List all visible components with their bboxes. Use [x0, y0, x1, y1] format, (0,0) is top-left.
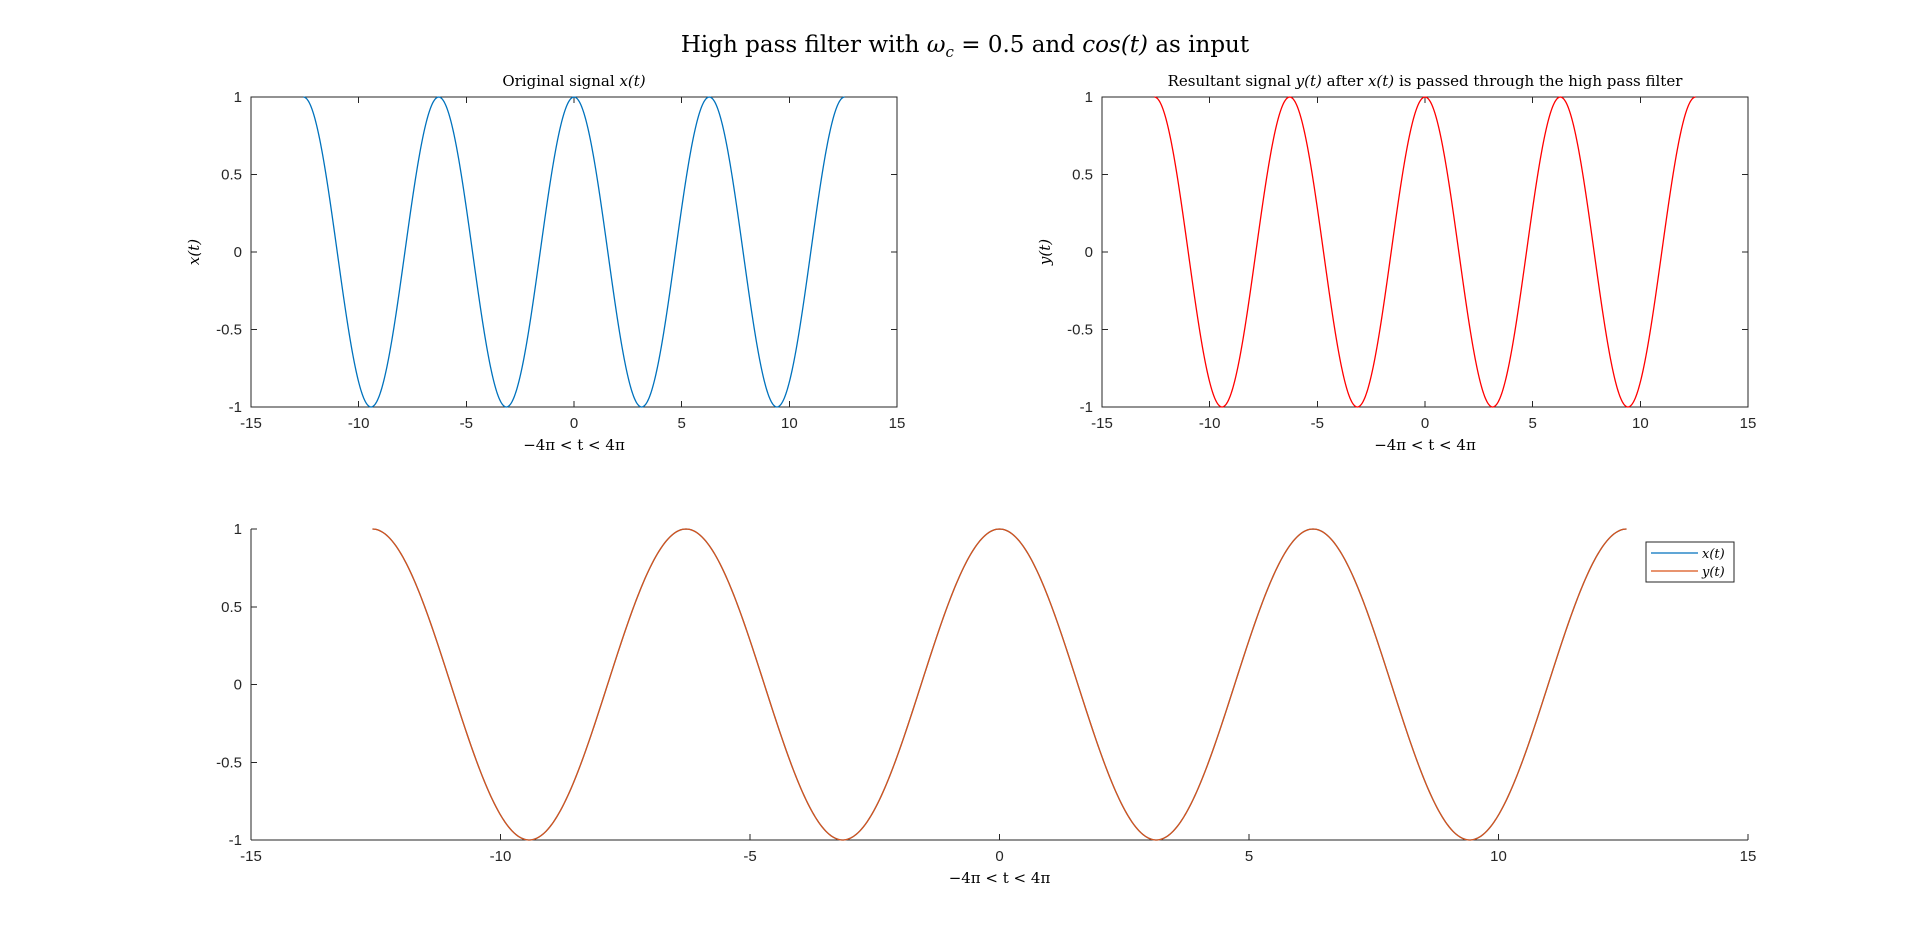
y-axis-label: x(t) — [185, 239, 203, 265]
legend-entry: y(t) — [1701, 565, 1725, 580]
y-tick-label: 1 — [234, 89, 242, 106]
y-tick-label: -0.5 — [216, 322, 242, 339]
plot-comparison: -15 -10 -5 0 5 10 15 -1 -0.5 0 0.5 1 −4π < t < 4π x(t… — [216, 521, 1756, 887]
x-tick-label: 15 — [1740, 848, 1757, 865]
x-axis-label: −4π < t < 4π — [949, 869, 1051, 887]
x-tick-label: -10 — [348, 415, 370, 432]
y-axis-label: y(t) — [1036, 239, 1054, 266]
legend: x(t) y(t) — [1645, 541, 1735, 583]
axes-title: Resultant signal y(t) after x(t) is pass… — [1168, 72, 1684, 90]
x-tick-label: 5 — [1245, 848, 1253, 865]
x-tick-label: 0 — [1421, 415, 1429, 432]
y-tick-label: 0.5 — [1072, 167, 1093, 184]
series-line-s0 — [1154, 96, 1696, 408]
series-line-xt — [372, 528, 1627, 841]
x-tick-label: 5 — [1528, 415, 1536, 432]
y-tick-label: 0 — [1085, 244, 1093, 261]
legend-box — [1645, 541, 1735, 583]
plot-original-signal: -15 -10 -5 0 5 10 15 -1 -0.5 0 0.5 1 Original signal… — [185, 72, 905, 454]
y-tick-label: 0 — [234, 244, 242, 261]
y-tick-label: -0.5 — [216, 754, 242, 771]
x-tick-label: 10 — [1632, 415, 1649, 432]
x-tick-label: -10 — [490, 848, 512, 865]
x-tick-label: -5 — [743, 848, 756, 865]
y-tick-label: 0 — [234, 677, 242, 694]
x-tick-label: -10 — [1199, 415, 1221, 432]
y-tick-label: -0.5 — [1067, 322, 1093, 339]
x-tick-label: 5 — [677, 415, 685, 432]
y-tick-label: -1 — [229, 399, 242, 416]
series-line-yt — [372, 528, 1627, 841]
x-tick-label: -15 — [240, 848, 262, 865]
x-tick-label: 15 — [1740, 415, 1757, 432]
legend-entry: x(t) — [1702, 547, 1725, 562]
x-tick-label: 10 — [781, 415, 798, 432]
y-tick-label: 0.5 — [221, 167, 242, 184]
axes-box — [1101, 96, 1749, 408]
axes-box — [250, 96, 898, 408]
x-tick-label: -15 — [1091, 415, 1113, 432]
plot-resultant-signal: -15 -10 -5 0 5 10 15 -1 -0.5 0 0.5 1 Resultant signa… — [1036, 72, 1756, 454]
x-tick-label: -5 — [460, 415, 473, 432]
series-line-s0 — [303, 96, 845, 408]
axes-title: Original signal x(t) — [502, 72, 645, 90]
y-tick-label: 0.5 — [221, 599, 242, 616]
x-axis-label: −4π < t < 4π — [523, 436, 625, 454]
figure-title: High pass filter with ωc = 0.5 and cos(t… — [681, 32, 1250, 61]
x-tick-label: 15 — [889, 415, 906, 432]
y-tick-label: -1 — [229, 832, 242, 849]
y-tick-label: 1 — [234, 521, 242, 538]
x-tick-label: 10 — [1490, 848, 1507, 865]
y-tick-label: 1 — [1085, 89, 1093, 106]
y-tick-label: -1 — [1080, 399, 1093, 416]
x-tick-label: 0 — [995, 848, 1003, 865]
x-axis-label: −4π < t < 4π — [1374, 436, 1476, 454]
x-tick-label: -15 — [240, 415, 262, 432]
x-tick-label: 0 — [570, 415, 578, 432]
x-tick-label: -5 — [1311, 415, 1324, 432]
